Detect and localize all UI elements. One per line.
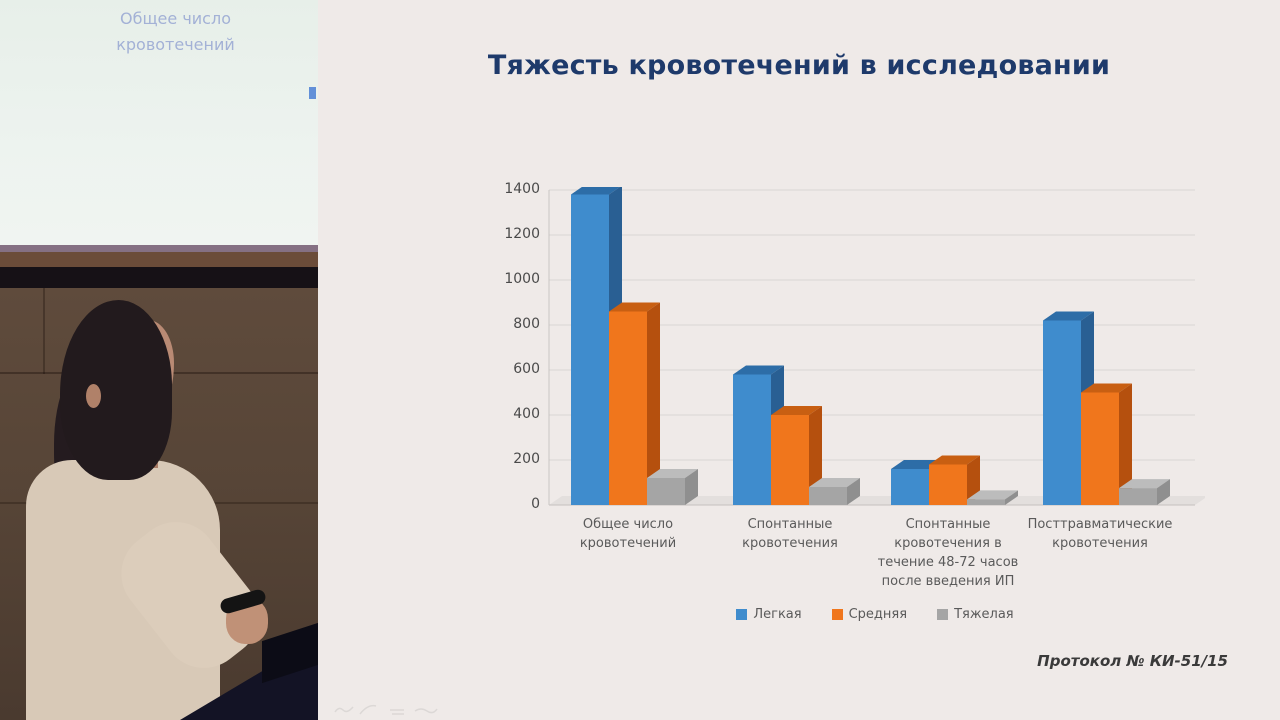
wall-trim (0, 252, 318, 267)
y-tick-label: 1000 (504, 271, 540, 287)
presenter-hair (60, 300, 172, 480)
category-label: Спонтанные кровотечения (742, 517, 838, 551)
projected-slide-text: Общее число кровотечений (116, 9, 235, 54)
y-tick-label: 1400 (504, 181, 540, 197)
presenter-photo: Общее число кровотечений (0, 0, 318, 720)
legend-swatch-orange (831, 609, 843, 620)
category-label: Спонтанные кровотечения в течение 48-72 … (877, 517, 1019, 589)
slide-title: Тяжесть кровотечений в исследовании (487, 50, 1111, 81)
legend-item-moderate: Средняя (831, 607, 908, 622)
y-tick-label: 400 (513, 406, 540, 422)
y-tick-label: 200 (513, 451, 540, 467)
x-axis-category-labels: Общее число кровотечений Спонтанные кров… (545, 515, 1205, 615)
legend-swatch-gray (937, 609, 949, 620)
legend-label: Тяжелая (954, 607, 1014, 622)
y-axis-labels: 0 200 400 600 800 1000 1200 1400 (458, 0, 540, 540)
bar-chart-plot (548, 187, 1205, 506)
y-tick-label: 1200 (504, 226, 540, 242)
protocol-number: Протокол № КИ-51/15 (1037, 652, 1228, 670)
faint-scribble (334, 704, 438, 715)
screen-bottom-edge (0, 245, 318, 252)
legend-item-mild: Легкая (736, 607, 802, 622)
projected-bar-fragment (309, 87, 316, 99)
wall-shadow-band (0, 267, 318, 288)
legend-label: Средняя (848, 607, 908, 622)
y-tick-label: 800 (513, 316, 540, 332)
presentation-slide: Тяжесть кровотечений в исследовании 0 200… (318, 0, 1280, 720)
presenter-ear (86, 384, 101, 408)
legend-label: Легкая (753, 607, 802, 622)
legend-item-severe: Тяжелая (937, 607, 1014, 622)
category-label: Посттравматические кровотечения (1027, 517, 1173, 551)
category-label: Общее число кровотечений (579, 517, 677, 551)
chart-legend: Легкая Средняя Тяжелая (545, 607, 1205, 622)
projection-screen: Общее число кровотечений (0, 0, 318, 245)
y-tick-label: 600 (513, 361, 540, 377)
legend-swatch-blue (736, 609, 748, 620)
y-tick-label: 0 (531, 496, 540, 512)
wall-seam (43, 288, 45, 374)
